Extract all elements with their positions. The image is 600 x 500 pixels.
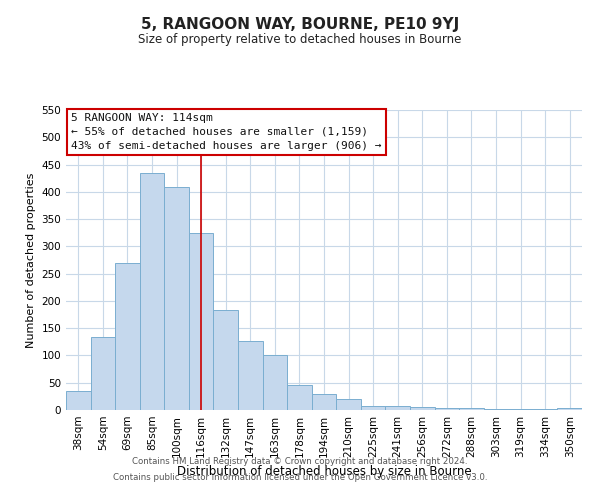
Bar xyxy=(91,338,115,410)
Text: Contains HM Land Registry data © Crown copyright and database right 2024.: Contains HM Land Registry data © Crown c… xyxy=(132,458,468,466)
Bar xyxy=(312,394,336,410)
Bar xyxy=(287,386,312,410)
Bar xyxy=(557,408,582,410)
Bar xyxy=(164,188,189,410)
Text: Size of property relative to detached houses in Bourne: Size of property relative to detached ho… xyxy=(139,32,461,46)
Bar xyxy=(410,406,434,410)
Text: 5, RANGOON WAY, BOURNE, PE10 9YJ: 5, RANGOON WAY, BOURNE, PE10 9YJ xyxy=(141,18,459,32)
Bar xyxy=(189,232,214,410)
Y-axis label: Number of detached properties: Number of detached properties xyxy=(26,172,36,348)
Bar xyxy=(336,399,361,410)
Bar xyxy=(508,409,533,410)
Bar xyxy=(459,408,484,410)
Bar xyxy=(214,310,238,410)
Bar xyxy=(434,408,459,410)
Bar xyxy=(238,342,263,410)
Bar xyxy=(484,409,508,410)
Bar xyxy=(361,406,385,410)
Bar xyxy=(115,262,140,410)
Bar xyxy=(385,406,410,410)
Bar xyxy=(140,172,164,410)
Text: 5 RANGOON WAY: 114sqm
← 55% of detached houses are smaller (1,159)
43% of semi-d: 5 RANGOON WAY: 114sqm ← 55% of detached … xyxy=(71,113,382,151)
Text: Contains public sector information licensed under the Open Government Licence v3: Contains public sector information licen… xyxy=(113,472,487,482)
Bar xyxy=(263,356,287,410)
Bar xyxy=(66,391,91,410)
X-axis label: Distribution of detached houses by size in Bourne: Distribution of detached houses by size … xyxy=(176,466,472,478)
